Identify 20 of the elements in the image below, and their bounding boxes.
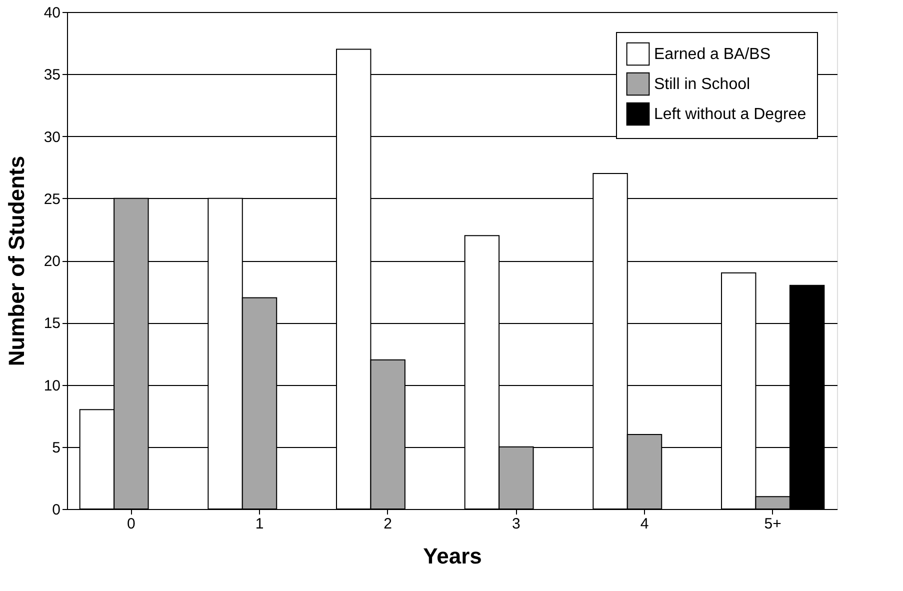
y-tick-label: 35 — [44, 66, 60, 84]
y-tick-label: 10 — [44, 377, 60, 394]
y-tick-label: 5 — [52, 439, 60, 456]
x-tick-label: 5+ — [764, 516, 782, 532]
y-tick-label: 0 — [52, 502, 60, 518]
legend-label: Left without a Degree — [654, 106, 806, 123]
x-axis-title: Years — [423, 544, 482, 568]
y-tick-label: 20 — [44, 253, 60, 270]
y-tick-label: 25 — [44, 190, 60, 208]
y-tick-label: 15 — [44, 315, 60, 332]
x-tick-label: 0 — [126, 516, 136, 532]
legend-label: Earned a BA/BS — [654, 46, 771, 63]
legend-label: Still in School — [654, 76, 750, 93]
x-tick-label: 2 — [384, 516, 392, 532]
x-tick-label: 4 — [640, 516, 649, 532]
y-tick-label: 40 — [44, 4, 60, 22]
x-tick-label: 3 — [512, 516, 520, 532]
y-axis-title: Number of Students — [4, 156, 29, 366]
x-tick-label: 1 — [255, 516, 264, 532]
y-tick-label: 30 — [44, 128, 60, 146]
